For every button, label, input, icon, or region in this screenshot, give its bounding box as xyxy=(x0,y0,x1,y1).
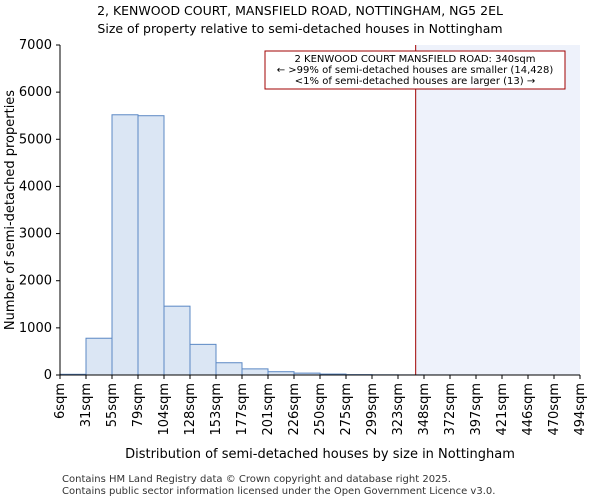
y-axis-label: Number of semi-detached properties xyxy=(3,90,18,330)
x-tick-label: 299sqm xyxy=(365,383,380,436)
bar-31sqm xyxy=(85,337,113,376)
x-tick-label: 446sqm xyxy=(521,383,536,436)
x-tick-label: 128sqm xyxy=(183,383,198,436)
x-tick-label: 226sqm xyxy=(287,383,302,436)
annotation-line-3: <1% of semi-detached houses are larger (… xyxy=(295,76,535,87)
bar-104sqm xyxy=(163,305,191,376)
y-tick-label: 5000 xyxy=(19,132,52,147)
x-axis-label: Distribution of semi-detached houses by … xyxy=(125,447,515,462)
x-tick-label: 397sqm xyxy=(469,383,484,436)
bar-153sqm xyxy=(215,362,243,376)
x-tick-label: 348sqm xyxy=(417,383,432,436)
x-tick-label: 31sqm xyxy=(79,383,94,427)
x-tick-label: 470sqm xyxy=(547,383,562,436)
x-tick-label: 275sqm xyxy=(339,383,354,436)
x-tick-label: 153sqm xyxy=(209,383,224,436)
x-tick-label: 6sqm xyxy=(53,383,68,419)
footer-copyright: Contains HM Land Registry data © Crown c… xyxy=(62,474,451,485)
x-tick-label: 494sqm xyxy=(573,383,588,436)
y-tick-label: 4000 xyxy=(19,179,52,194)
bar-55sqm xyxy=(111,114,139,376)
y-ticks-group: 0 1000 2000 3000 4000 5000 6000 7000 xyxy=(19,38,60,383)
x-ticks-group: 6sqm 31sqm 55sqm 79sqm 104sqm 128sqm 153sqm 177… xyxy=(53,375,588,436)
x-tick-label: 421sqm xyxy=(495,383,510,436)
larger-region-highlight xyxy=(415,45,580,375)
x-tick-label: 201sqm xyxy=(261,383,276,436)
x-tick-label: 323sqm xyxy=(391,383,406,436)
bar-79sqm xyxy=(137,115,165,376)
y-tick-label: 0 xyxy=(44,368,52,383)
y-tick-label: 1000 xyxy=(19,321,52,336)
x-tick-label: 177sqm xyxy=(235,383,250,436)
bars-group xyxy=(59,114,477,376)
annotation-box: 2 KENWOOD COURT MANSFIELD ROAD: 340sqm ←… xyxy=(264,50,566,90)
annotation-line-2: ← >99% of semi-detached houses are small… xyxy=(277,65,554,76)
chart-title-address: 2, KENWOOD COURT, MANSFIELD ROAD, NOTTIN… xyxy=(97,3,503,18)
x-tick-label: 250sqm xyxy=(313,383,328,436)
x-tick-label: 104sqm xyxy=(157,383,172,436)
footer-licence: Contains public sector information licen… xyxy=(62,486,496,497)
x-tick-label: 372sqm xyxy=(443,383,458,436)
bar-128sqm xyxy=(189,343,217,376)
y-tick-label: 3000 xyxy=(19,227,52,242)
x-tick-label: 55sqm xyxy=(105,383,120,427)
chart-subtitle: Size of property relative to semi-detach… xyxy=(97,21,503,36)
y-tick-label: 7000 xyxy=(19,38,52,53)
y-tick-label: 2000 xyxy=(19,274,52,289)
annotation-line-1: 2 KENWOOD COURT MANSFIELD ROAD: 340sqm xyxy=(295,54,536,65)
x-tick-label: 79sqm xyxy=(131,383,146,427)
y-tick-label: 6000 xyxy=(19,85,52,100)
bar-177sqm xyxy=(241,368,269,376)
annotation-border xyxy=(264,50,566,90)
